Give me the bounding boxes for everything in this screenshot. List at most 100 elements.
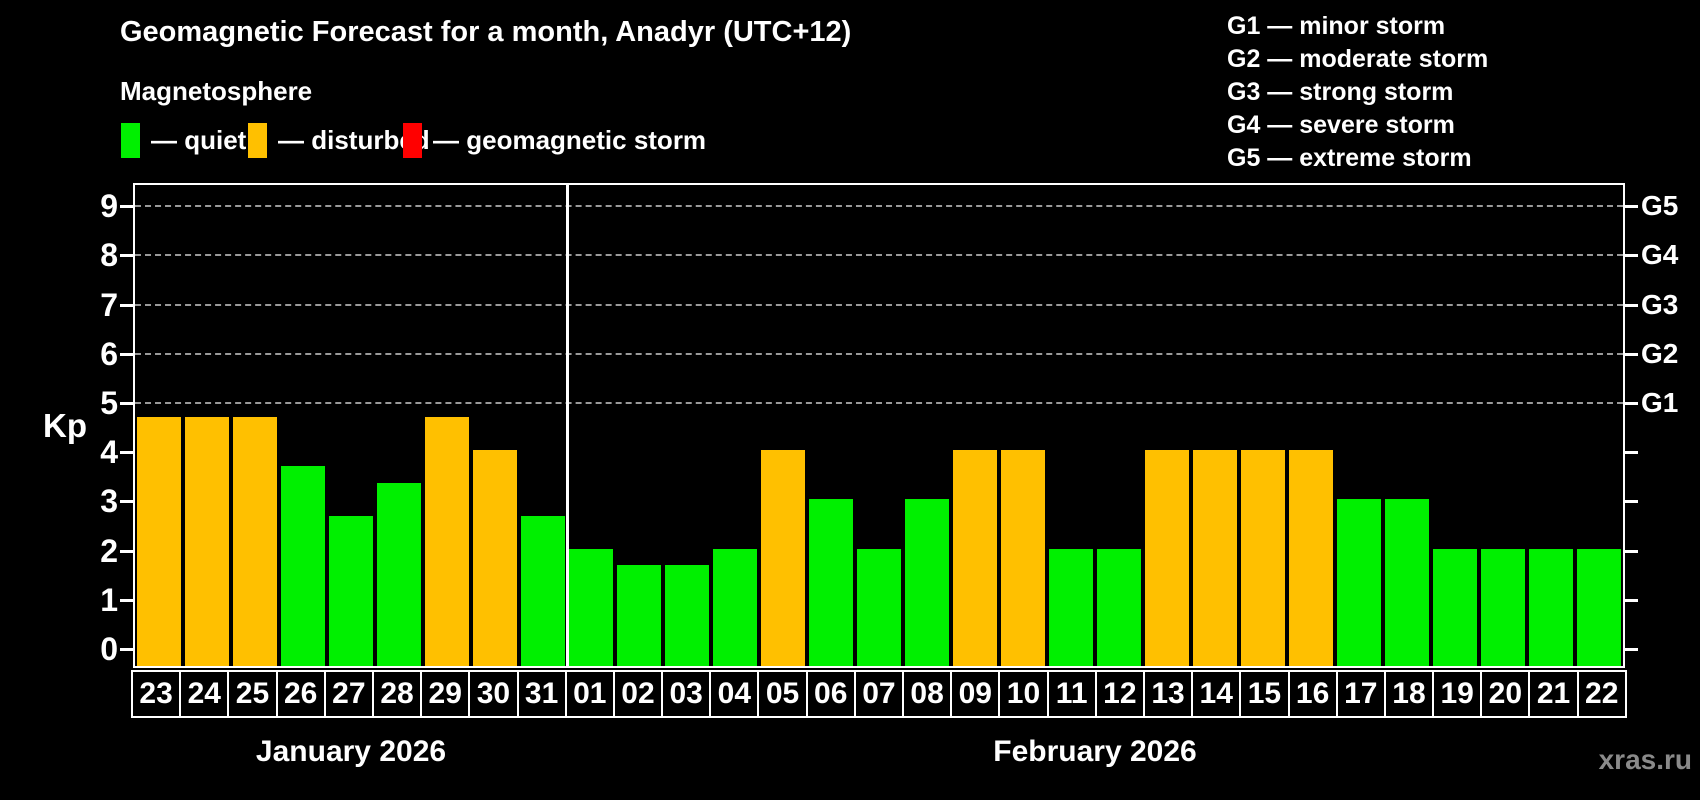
date-cell-13: 13 [1142, 670, 1194, 718]
right-axis-label-g2: G2 [1641, 337, 1679, 369]
kp-bar-21 [1529, 548, 1573, 666]
kp-bar-31 [521, 515, 565, 666]
kp-bar-27 [329, 515, 373, 666]
kp-bar-09 [953, 450, 997, 666]
date-cell-26: 26 [275, 670, 326, 718]
date-cell-21: 21 [1528, 670, 1579, 718]
y-axis-tick-label: 2 [100, 532, 118, 569]
date-axis-row: 23 24 25 26 27 28 29 30 31 01 02 03 04 05 06 07 08 09 10 11… [131, 670, 1627, 718]
storm-level-gridline [135, 402, 1623, 404]
kp-bar-10 [1001, 450, 1045, 666]
kp-bar-24 [185, 417, 229, 666]
date-cell-15: 15 [1239, 670, 1290, 718]
kp-bar-25 [233, 417, 277, 666]
storm-level-gridline [135, 303, 1623, 306]
y-axis-tick-left [120, 598, 133, 602]
kp-bar-23 [137, 417, 181, 666]
kp-bar-02 [617, 564, 661, 666]
kp-bar-19 [1433, 548, 1477, 666]
kp-bar-14 [1193, 450, 1237, 666]
kp-bar-18 [1385, 499, 1429, 666]
right-axis-label-g1: G1 [1641, 387, 1679, 418]
kp-bar-11 [1049, 548, 1093, 666]
y-axis-tick-label: 5 [100, 385, 118, 421]
kp-bar-22 [1577, 548, 1621, 666]
y-axis-tick-left [120, 303, 133, 307]
g2-legend-line: G2 — moderate storm [1227, 45, 1489, 73]
date-cell-14: 14 [1191, 670, 1242, 718]
g1-legend-line: G1 — minor storm [1227, 12, 1446, 40]
date-cell-06: 06 [805, 670, 856, 718]
kp-bar-chart-plot-area [133, 183, 1625, 668]
kp-bar-29 [425, 417, 469, 666]
y-axis-tick-label: 3 [100, 483, 118, 520]
y-axis-tick-label: 8 [100, 237, 118, 274]
date-cell-24: 24 [179, 670, 230, 718]
g5-legend-line: G5 — extreme storm [1227, 144, 1472, 172]
date-cell-05: 05 [757, 670, 808, 718]
y-axis-tick-label: 9 [100, 188, 118, 225]
y-axis-tick-right [1625, 205, 1638, 209]
legend-item-storm: — geomagnetic storm [403, 121, 706, 159]
date-cell-22: 22 [1576, 670, 1627, 718]
y-axis-tick-left [120, 648, 133, 651]
storm-scale-legend: G1 — minor storm G2 — moderate storm G3 … [1227, 10, 1488, 175]
storm-level-gridline [135, 205, 1623, 208]
page-title: Geomagnetic Forecast for a month, Anadyr… [120, 16, 852, 48]
kp-bar-12 [1097, 548, 1141, 666]
y-axis-tick-left [120, 500, 133, 504]
right-axis-label-g4: G4 [1641, 239, 1679, 271]
date-cell-17: 17 [1335, 670, 1386, 718]
date-cell-25: 25 [227, 670, 278, 718]
y-axis-tick-left [120, 549, 133, 553]
legend-item-quiet: — quiet [121, 121, 246, 159]
month-label: January 2026 [255, 735, 447, 768]
date-cell-27: 27 [323, 670, 374, 718]
date-cell-28: 28 [371, 670, 423, 718]
kp-bar-06 [809, 499, 853, 666]
kp-bar-28 [377, 483, 421, 666]
legend-label-quiet: — quiet [151, 124, 247, 155]
kp-bar-26 [281, 466, 325, 666]
y-axis-tick-left [120, 402, 133, 405]
kp-bar-15 [1241, 450, 1285, 666]
month-divider-line [565, 185, 569, 666]
date-cell-19: 19 [1432, 670, 1483, 718]
kp-bar-16 [1289, 450, 1333, 666]
storm-level-gridline [135, 254, 1623, 257]
y-axis-tick-label: 1 [100, 581, 118, 618]
date-cell-18: 18 [1383, 670, 1435, 718]
kp-bar-01 [569, 548, 613, 666]
y-axis-tick-right [1625, 549, 1638, 553]
y-axis-tick-right [1625, 254, 1638, 258]
kp-bar-30 [473, 450, 517, 666]
kp-bar-07 [857, 548, 901, 666]
y-axis-tick-right [1625, 648, 1638, 651]
y-axis-tick-label: 4 [100, 434, 118, 471]
site-watermark: xras.ru [1598, 744, 1692, 775]
y-axis-tick-right [1625, 352, 1638, 356]
date-cell-07: 07 [853, 670, 904, 718]
kp-bar-17 [1337, 499, 1381, 666]
date-cell-09: 09 [950, 670, 1001, 718]
date-cell-20: 20 [1480, 670, 1531, 718]
disturbed-color-swatch [248, 122, 267, 158]
y-axis-tick-right [1625, 451, 1638, 455]
y-axis-tick-left [120, 352, 133, 356]
legend-label-storm: — geomagnetic storm [433, 124, 707, 155]
y-axis-tick-label: 7 [100, 286, 118, 323]
date-cell-10: 10 [998, 670, 1049, 718]
date-cell-11: 11 [1046, 670, 1097, 718]
magnetosphere-label: Magnetosphere [120, 76, 313, 106]
storm-level-gridline [135, 352, 1623, 355]
y-axis-tick-left [120, 205, 133, 209]
date-cell-02: 02 [612, 670, 664, 718]
month-label: February 2026 [993, 735, 1197, 768]
right-axis-label-g3: G3 [1641, 288, 1679, 320]
date-cell-04: 04 [709, 670, 760, 718]
y-axis-tick-label: 6 [100, 335, 118, 372]
date-cell-29: 29 [420, 670, 471, 718]
y-axis-tick-right [1625, 500, 1638, 504]
date-cell-01: 01 [564, 670, 615, 718]
kp-bar-04 [713, 548, 757, 666]
